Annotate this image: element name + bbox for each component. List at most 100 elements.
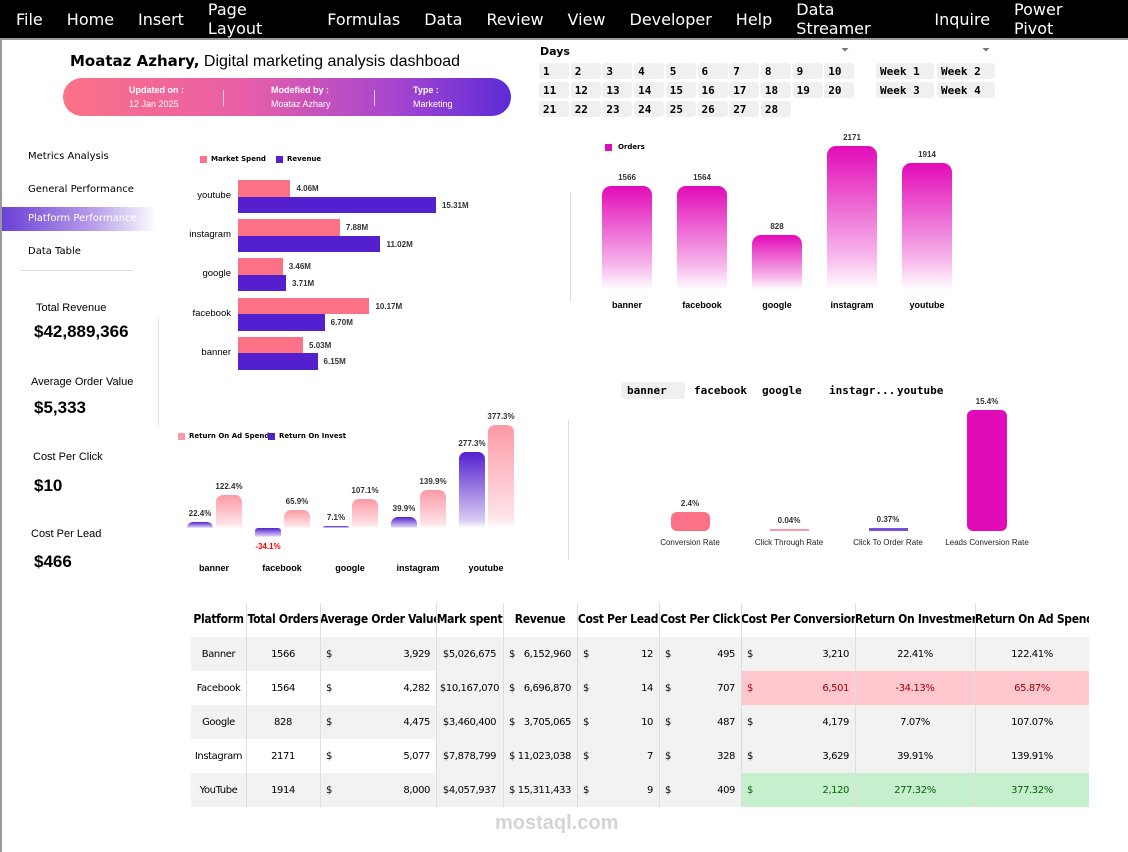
column-header: Return On Investment xyxy=(855,612,975,626)
day-tile[interactable]: 17 xyxy=(729,82,760,98)
legend-swatch xyxy=(605,144,612,151)
cell-spent: $7,878,799 xyxy=(436,739,503,773)
cell-value: Facebook xyxy=(196,682,241,694)
menu-help[interactable]: Help xyxy=(735,9,773,29)
day-tile[interactable]: 24 xyxy=(634,101,665,117)
day-tile[interactable]: 20 xyxy=(824,82,855,98)
week-tile[interactable]: Week 1 xyxy=(876,63,934,79)
platform-slicer-item[interactable]: facebook xyxy=(694,384,747,397)
menu-developer[interactable]: Developer xyxy=(629,9,712,29)
bar-rate xyxy=(967,409,1007,531)
day-tile[interactable]: 8 xyxy=(760,63,791,79)
cell-value: 1914 xyxy=(271,784,295,796)
day-tile[interactable]: 9 xyxy=(792,63,823,79)
menu-file[interactable]: File xyxy=(16,9,43,29)
week-tile[interactable]: Week 3 xyxy=(876,82,934,98)
day-tile[interactable]: 14 xyxy=(634,82,665,98)
day-tile[interactable]: 5 xyxy=(665,63,696,79)
days-slicer-title: Days xyxy=(540,45,570,58)
day-tile[interactable]: 3 xyxy=(602,63,633,79)
day-tile[interactable]: 4 xyxy=(634,63,665,79)
cell-value: 107.07% xyxy=(1011,716,1053,728)
menu-data-streamer[interactable]: Data Streamer xyxy=(796,0,871,38)
menu-data[interactable]: Data xyxy=(424,9,463,29)
day-tile[interactable]: 19 xyxy=(792,82,823,98)
day-tile[interactable]: 13 xyxy=(602,82,633,98)
divider xyxy=(158,317,159,427)
cell-value: $10,167,070 xyxy=(439,682,500,694)
bar-rate xyxy=(769,529,809,531)
currency-symbol: $ xyxy=(509,648,515,660)
menu-view[interactable]: View xyxy=(567,9,606,29)
menu-inquire[interactable]: Inquire xyxy=(934,9,991,29)
column-divider xyxy=(741,603,742,807)
data-label: 6.70M xyxy=(330,318,353,328)
cell-value: 3,705,065 xyxy=(523,716,572,728)
cell-roi: 277.32% xyxy=(855,773,975,807)
day-tile[interactable]: 28 xyxy=(760,101,791,117)
day-tile[interactable]: 6 xyxy=(697,63,728,79)
day-tile[interactable]: 26 xyxy=(697,101,728,117)
cell-value: 409 xyxy=(717,784,735,796)
day-tile[interactable]: 12 xyxy=(570,82,601,98)
day-tile[interactable]: 16 xyxy=(697,82,728,98)
cell-orders: 2171 xyxy=(246,739,320,773)
platform-slicer-item[interactable]: youtube xyxy=(897,384,944,397)
currency-symbol: $ xyxy=(509,784,515,796)
sidebar-item-data-table[interactable]: Data Table xyxy=(28,246,81,257)
column-header: Cost Per Conversion xyxy=(741,612,855,626)
clear-filter-icon[interactable]: ⏷ xyxy=(982,45,990,56)
column-divider xyxy=(577,603,578,807)
day-tile[interactable]: 15 xyxy=(665,82,696,98)
sidebar-item-metrics-analysis[interactable]: Metrics Analysis xyxy=(28,151,109,162)
currency-symbol: $ xyxy=(583,682,589,694)
menu-page-layout[interactable]: Page Layout xyxy=(207,0,263,38)
data-label: 122.4% xyxy=(215,481,243,491)
menu-home[interactable]: Home xyxy=(66,9,115,29)
data-label: 5.03M xyxy=(309,340,332,350)
day-tile[interactable]: 18 xyxy=(760,82,791,98)
week-tile[interactable]: Week 4 xyxy=(937,82,995,98)
day-tile[interactable]: 25 xyxy=(665,101,696,117)
legend-swatch xyxy=(200,156,207,163)
sidebar-item-platform-performance[interactable]: Platform Performance xyxy=(28,213,137,224)
day-tile[interactable]: 21 xyxy=(539,101,569,117)
modified-value: Moataz Azhary xyxy=(271,99,331,109)
menu-review[interactable]: Review xyxy=(486,9,544,29)
bar-orders xyxy=(677,186,727,290)
clear-filter-icon[interactable]: ⏷ xyxy=(841,45,849,56)
menu-power-pivot[interactable]: Power Pivot xyxy=(1014,0,1063,38)
cell-value: 10 xyxy=(641,716,653,728)
bar-return-on-invest xyxy=(187,521,213,528)
bar-orders xyxy=(752,235,802,290)
bar-return-on-invest xyxy=(255,528,281,538)
menu-formulas[interactable]: Formulas xyxy=(327,9,401,29)
cell-orders: 1564 xyxy=(246,671,320,705)
platform-slicer-item[interactable]: google xyxy=(762,384,802,397)
cell-platform: Instagram xyxy=(191,739,246,773)
day-tile[interactable]: 27 xyxy=(729,101,760,117)
day-tile[interactable]: 7 xyxy=(729,63,760,79)
cell-value: 139.91% xyxy=(1011,750,1053,762)
category-label: google xyxy=(202,268,231,280)
cell-roas: 377.32% xyxy=(975,773,1089,807)
menu-insert[interactable]: Insert xyxy=(138,9,184,29)
week-tile[interactable]: Week 2 xyxy=(937,63,995,79)
column-divider xyxy=(659,603,660,807)
platform-slicer-item[interactable]: banner xyxy=(621,382,685,399)
bar-return-on-ad-spend xyxy=(352,498,378,528)
day-tile[interactable]: 10 xyxy=(824,63,855,79)
day-tile[interactable]: 1 xyxy=(539,63,569,79)
sidebar-item-general-performance[interactable]: General Performance xyxy=(28,184,134,195)
currency-symbol: $ xyxy=(747,648,753,660)
legend-swatch xyxy=(268,433,275,440)
day-tile[interactable]: 11 xyxy=(539,82,569,98)
day-tile[interactable]: 23 xyxy=(602,101,633,117)
column-divider xyxy=(320,603,321,807)
day-tile[interactable]: 22 xyxy=(570,101,601,117)
bar-revenue xyxy=(238,235,381,253)
cell-value: $5,026,675 xyxy=(442,648,497,660)
platform-slicer-item[interactable]: instagr... xyxy=(829,384,896,397)
category-label: Conversion Rate xyxy=(660,538,720,547)
day-tile[interactable]: 2 xyxy=(570,63,601,79)
